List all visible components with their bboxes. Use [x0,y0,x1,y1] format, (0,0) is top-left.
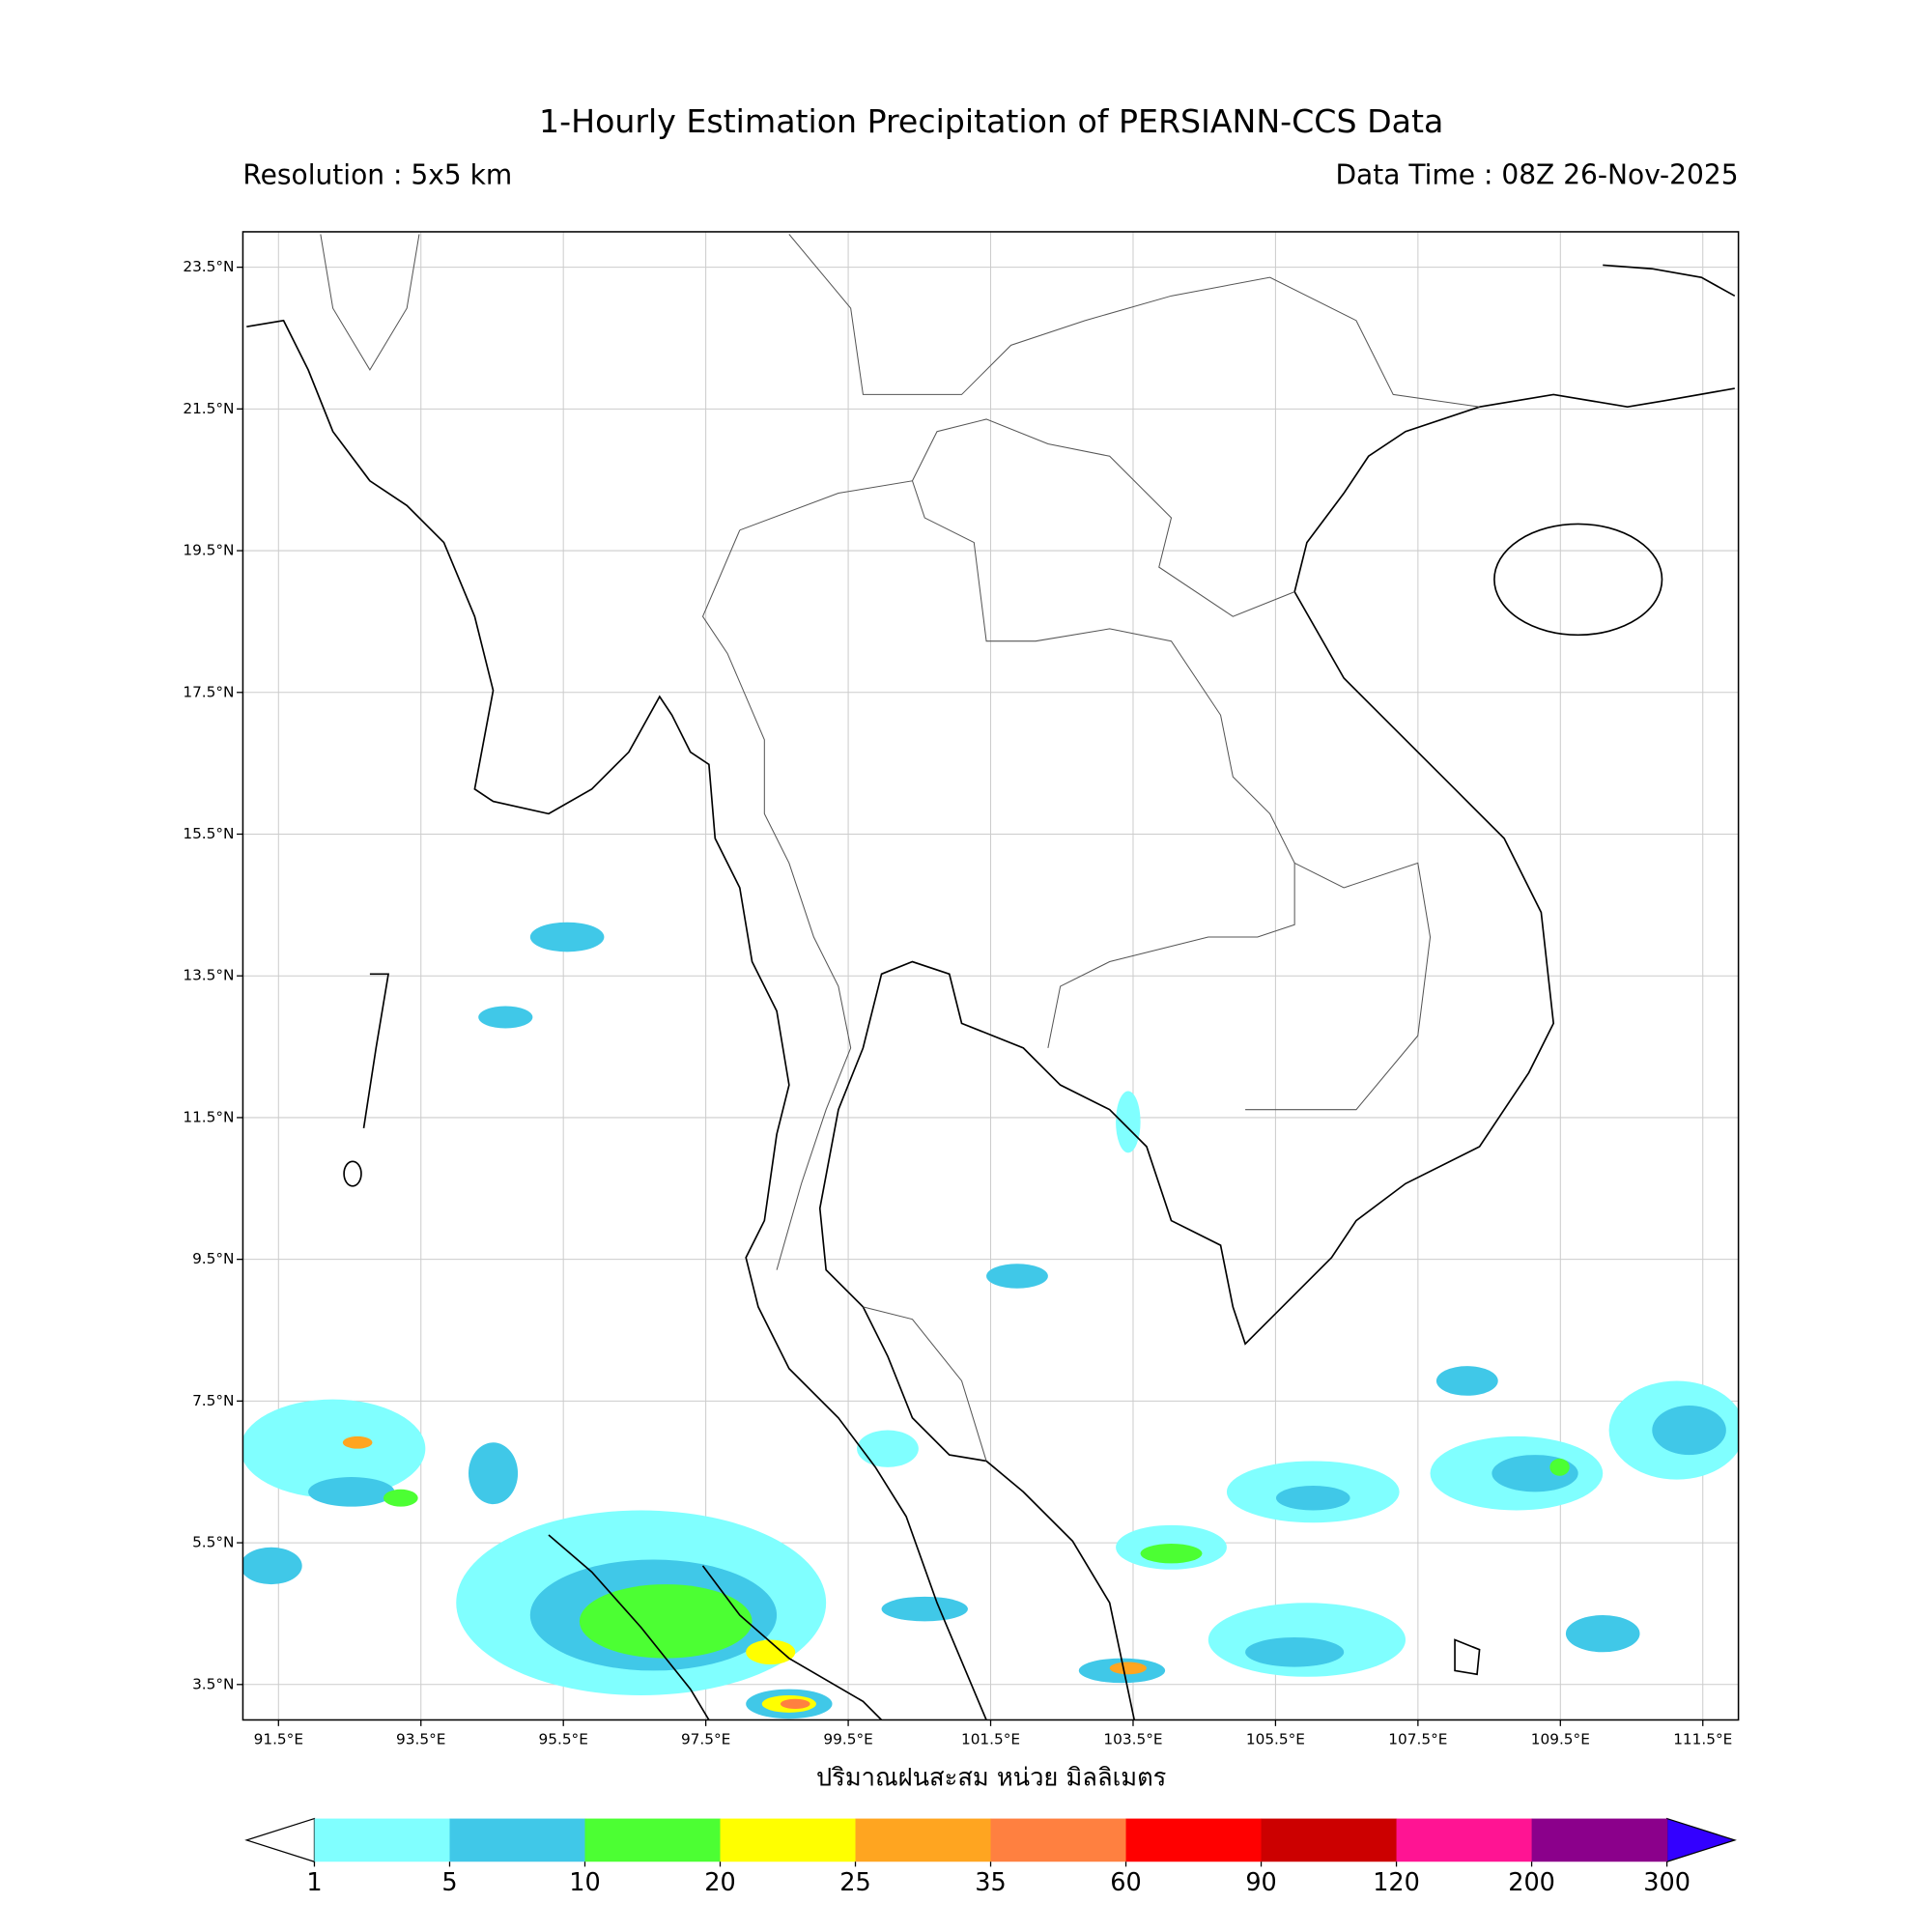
x-tick-label: 99.5°E [823,1730,872,1747]
colorbar-segment [855,1818,992,1862]
y-tick-label: 13.5°N [183,967,234,984]
subtitle-right: Data Time : 08Z 26-Nov-2025 [1335,159,1738,191]
colorbar-tick-label: 60 [1110,1868,1141,1897]
y-tick-label: 5.5°N [192,1534,234,1551]
colorbar-segment [1396,1818,1533,1862]
colorbar-tick-label: 300 [1643,1868,1690,1897]
colorbar-tick-label: 35 [975,1868,1006,1897]
precipitation [242,922,1739,1719]
colorbar-segment [584,1818,722,1862]
x-tick-label: 101.5°E [961,1730,1020,1747]
y-tick-label: 23.5°N [183,258,234,275]
y-tick-label: 3.5°N [192,1675,234,1692]
colorbar-label: ปริมาณฝนสะสม หน่วย มิลลิเมตร [816,1764,1166,1793]
colorbar-segment [314,1818,451,1862]
x-tick-label: 93.5°E [396,1730,445,1747]
colorbar-tick-label: 1 [306,1868,322,1897]
colorbar-tick-label: 120 [1373,1868,1420,1897]
colorbar: 1 5 10 20 25 35 60 90 120 200 300 [244,1817,1737,1897]
colorbar-tick-label: 10 [569,1868,600,1897]
y-tick-label: 9.5°N [192,1250,234,1267]
colorbar-tick-label: 20 [704,1868,735,1897]
borders [320,234,1480,1462]
x-tick-label: 111.5°E [1673,1730,1732,1747]
y-tick-label: 11.5°N [183,1108,234,1125]
y-tick-label: 21.5°N [183,400,234,417]
grid [242,231,1739,1720]
x-tick-label: 105.5°E [1246,1730,1305,1747]
y-tick-label: 7.5°N [192,1392,234,1409]
y-tick-label: 17.5°N [183,683,234,700]
x-tick-label: 95.5°E [539,1730,588,1747]
title: 1-Hourly Estimation Precipitation of PER… [539,102,1443,140]
x-tick-label: 91.5°E [254,1730,303,1747]
colorbar-segment [1261,1818,1398,1862]
colorbar-segment [449,1818,586,1862]
map-layer [242,234,1739,1720]
y-tick-label: 15.5°N [183,825,234,842]
colorbar-tick-label: 5 [441,1868,457,1897]
colorbar-tick-label: 25 [839,1868,870,1897]
colorbar-segment [990,1818,1127,1862]
colorbar-tick-label: 200 [1508,1868,1555,1897]
colorbar-segment [1531,1818,1668,1862]
colorbar-segment [720,1818,857,1862]
coastlines [246,264,1736,1720]
colorbar-under [244,1817,316,1863]
x-tick-label: 109.5°E [1531,1730,1590,1747]
colorbar-tick-label: 90 [1245,1868,1276,1897]
x-tick-label: 107.5°E [1388,1730,1447,1747]
colorbar-over [1665,1817,1737,1863]
colorbar-segment [1125,1818,1263,1862]
x-tick-label: 103.5°E [1103,1730,1162,1747]
x-tick-label: 97.5°E [681,1730,730,1747]
y-tick-label: 19.5°N [183,542,234,559]
subtitle-left: Resolution : 5x5 km [242,159,512,191]
